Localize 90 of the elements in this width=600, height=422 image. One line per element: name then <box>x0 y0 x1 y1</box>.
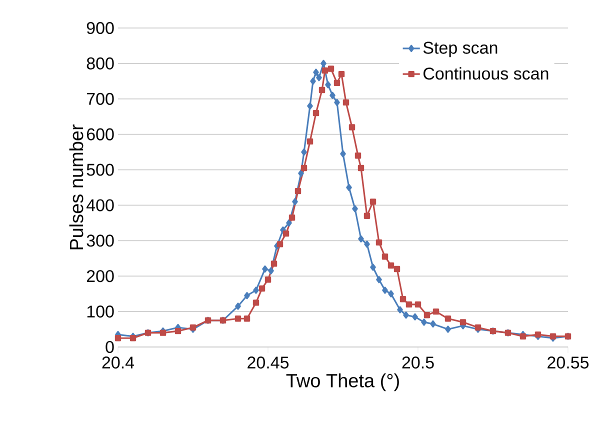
point <box>358 164 364 172</box>
point <box>235 302 241 310</box>
y-tick-label: 200 <box>86 270 114 282</box>
point <box>340 150 346 158</box>
point <box>300 164 308 172</box>
legend-label: Step scan <box>423 42 498 58</box>
y-tick-label: 700 <box>86 92 114 105</box>
point <box>354 152 362 159</box>
point <box>388 290 394 298</box>
point <box>460 319 466 326</box>
x-tick-label: 20.5 <box>402 356 434 369</box>
point <box>334 98 340 106</box>
point <box>370 198 376 205</box>
point <box>330 92 336 99</box>
point <box>382 254 388 260</box>
point <box>421 318 427 326</box>
point <box>160 330 166 336</box>
point <box>244 316 250 322</box>
point <box>286 219 292 227</box>
point <box>234 316 242 322</box>
point <box>298 170 304 177</box>
point <box>550 333 556 340</box>
point <box>292 198 298 206</box>
y-tick-label: 600 <box>86 128 114 140</box>
point <box>412 313 418 320</box>
point <box>307 102 313 110</box>
point <box>430 320 436 328</box>
y-tick-label: 400 <box>86 199 114 212</box>
point <box>364 212 370 219</box>
point <box>338 70 345 78</box>
point <box>114 335 122 342</box>
y-tick-label: 100 <box>87 306 114 318</box>
x-axis-title: Two Theta (°) <box>286 373 399 392</box>
point <box>270 260 278 267</box>
y-tick-label: 300 <box>86 234 114 247</box>
point <box>312 110 320 116</box>
point <box>258 285 266 292</box>
point <box>424 312 430 318</box>
x-tick-label: 20.45 <box>248 356 289 369</box>
point <box>334 80 340 86</box>
point <box>382 286 388 294</box>
point <box>264 276 272 283</box>
point <box>445 326 451 333</box>
point <box>358 235 364 242</box>
point <box>400 296 406 302</box>
point <box>252 300 260 306</box>
point <box>444 316 452 322</box>
point <box>310 78 316 85</box>
x-tick-label: 20.55 <box>548 356 589 369</box>
point <box>253 286 259 294</box>
point <box>348 124 356 130</box>
point <box>414 301 422 308</box>
point <box>394 266 400 272</box>
point <box>276 241 284 248</box>
point <box>432 308 440 315</box>
y-tick-label: 0 <box>106 340 114 354</box>
point <box>174 328 182 334</box>
point <box>244 292 250 300</box>
point <box>318 86 326 94</box>
legend-label: Continuous scan <box>424 67 548 80</box>
point <box>268 267 274 274</box>
point <box>322 67 328 74</box>
point <box>403 311 409 319</box>
point <box>376 239 382 246</box>
point <box>388 262 394 269</box>
point <box>406 301 412 308</box>
x-tick-label: 20.4 <box>102 356 134 369</box>
y-tick-label: 800 <box>86 57 114 70</box>
point <box>520 333 526 340</box>
point <box>364 240 370 248</box>
point <box>294 188 302 194</box>
y-axis-title: Pulses number <box>69 124 84 250</box>
point <box>316 74 322 82</box>
y-tick-label: 500 <box>86 164 114 176</box>
point <box>282 230 290 237</box>
point <box>262 265 268 273</box>
point <box>352 205 358 212</box>
point <box>306 138 314 145</box>
point <box>346 184 352 192</box>
point <box>288 214 296 221</box>
point <box>301 148 307 156</box>
point <box>342 99 350 106</box>
point <box>397 306 403 314</box>
point <box>313 68 319 76</box>
point <box>328 66 334 72</box>
point <box>370 264 376 271</box>
point <box>325 81 331 88</box>
point <box>130 335 136 342</box>
point <box>376 276 382 284</box>
y-tick-label: 900 <box>86 22 114 34</box>
